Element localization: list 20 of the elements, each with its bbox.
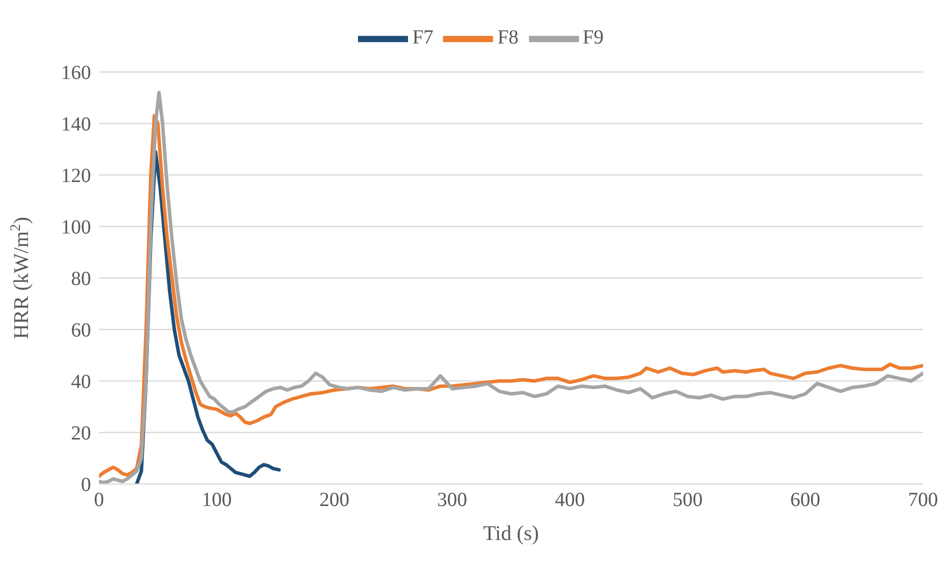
x-tick-label: 300 <box>437 489 468 512</box>
x-axis-title: Tid (s) <box>483 521 539 545</box>
x-tick-label: 400 <box>554 489 585 512</box>
y-tick-label: 20 <box>71 422 91 445</box>
legend-label: F7 <box>412 26 434 49</box>
y-tick-label: 0 <box>81 474 91 496</box>
y-tick-label: 80 <box>71 268 91 290</box>
legend-label: F9 <box>582 26 604 49</box>
x-tick-label: 100 <box>202 489 232 512</box>
x-tick-label: 700 <box>908 489 938 512</box>
x-tick-label: 600 <box>790 489 820 512</box>
legend-label: F8 <box>497 26 519 49</box>
y-tick-label: 120 <box>61 165 91 188</box>
y-tick-label: 140 <box>61 114 91 136</box>
y-tick-label: 40 <box>71 371 91 394</box>
y-tick-label: 60 <box>71 320 91 342</box>
y-tick-label: 160 <box>61 62 91 84</box>
y-tick-label: 100 <box>61 216 91 239</box>
x-tick-label: 500 <box>672 489 703 512</box>
x-tick-label: 200 <box>319 489 350 512</box>
